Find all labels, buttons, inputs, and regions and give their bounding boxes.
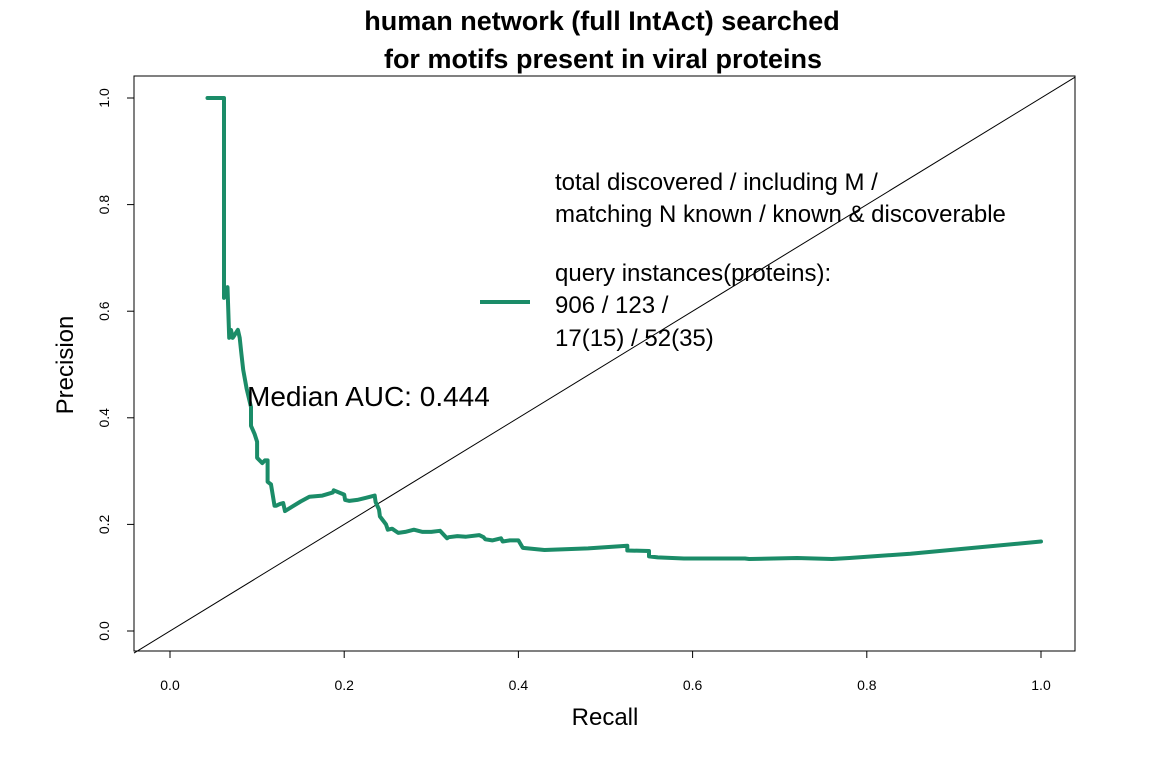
x-tick-label: 0.8 [857, 677, 877, 693]
x-tick-label: 0.0 [160, 677, 180, 693]
legend-entry-line-3: 17(15) / 52(35) [555, 325, 714, 352]
y-axis-label: Precision [52, 316, 79, 415]
plot-frame [133, 75, 1076, 652]
y-tick-label: 0.6 [96, 301, 112, 321]
chart-title: human network (full IntAct) searched for… [364, 6, 840, 74]
chart-title-line-2: for motifs present in viral proteins [384, 44, 822, 74]
x-axis: 0.0 0.2 0.4 0.6 0.8 1.0 [160, 650, 1051, 693]
chart-title-line-1: human network (full IntAct) searched [364, 6, 840, 36]
x-tick-label: 1.0 [1031, 677, 1051, 693]
plot-area [133, 76, 1076, 654]
median-auc-annotation: Median AUC: 0.444 [247, 381, 490, 412]
diagonal-reference-line [133, 76, 1076, 654]
y-tick-label: 1.0 [96, 88, 112, 108]
y-tick-label: 0.8 [96, 195, 112, 215]
x-tick-label: 0.6 [683, 677, 703, 693]
legend-header-line-1: total discovered / including M / [555, 169, 878, 196]
legend: total discovered / including M / matchin… [480, 169, 1006, 352]
y-tick-label: 0.0 [96, 621, 112, 641]
y-tick-label: 0.2 [96, 514, 112, 534]
x-axis-label: Recall [572, 704, 639, 731]
legend-header-line-2: matching N known / known & discoverable [555, 201, 1006, 228]
y-axis: 0.0 0.2 0.4 0.6 0.8 1.0 [96, 88, 135, 641]
legend-entry-line-2: 906 / 123 / [555, 292, 669, 319]
x-tick-label: 0.2 [334, 677, 354, 693]
legend-entry-line-1: query instances(proteins): [555, 260, 831, 287]
pr-curve-line [205, 96, 1043, 561]
x-tick-label: 0.4 [509, 677, 529, 693]
y-tick-label: 0.4 [96, 408, 112, 428]
